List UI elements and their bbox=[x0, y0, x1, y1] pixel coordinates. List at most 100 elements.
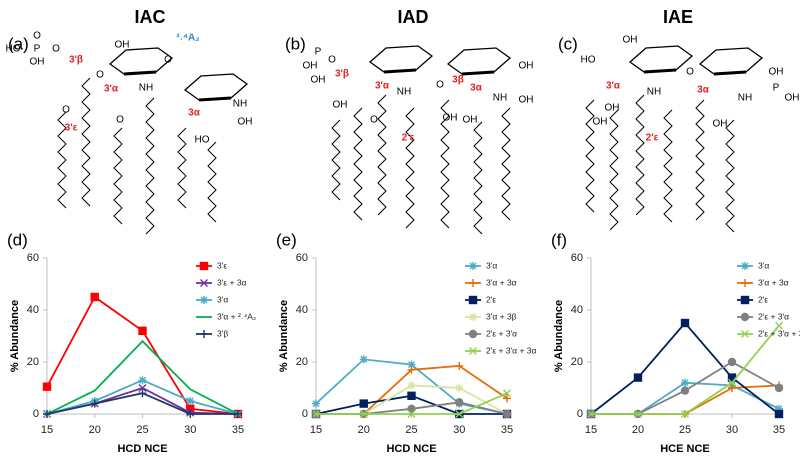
y-tick-label: 0 bbox=[33, 408, 39, 420]
legend-label: 2'ε + 3'α + 3α bbox=[758, 328, 800, 338]
ring-bond bbox=[123, 70, 157, 76]
atom-label: 3β bbox=[452, 75, 464, 86]
acyl-chain bbox=[585, 99, 595, 213]
legend-label: 3'α + ²˒⁴A₂ bbox=[217, 311, 256, 321]
atom-label: OH bbox=[30, 57, 45, 68]
point-marker bbox=[312, 399, 320, 408]
atom-label: O bbox=[33, 31, 41, 42]
series-line bbox=[591, 325, 780, 415]
x-tick-label: 35 bbox=[773, 424, 785, 436]
point-marker bbox=[234, 410, 242, 418]
structure-title: IAD bbox=[398, 7, 429, 27]
atom-label: P bbox=[773, 83, 780, 94]
panel-letter: (b) bbox=[285, 34, 306, 53]
atom-label: O bbox=[436, 80, 444, 91]
x-tick-label: 20 bbox=[358, 424, 370, 436]
point-marker bbox=[681, 410, 689, 418]
atom-label: NH bbox=[493, 93, 507, 104]
atom-label: OH bbox=[115, 40, 130, 51]
ring-bond bbox=[198, 96, 232, 102]
point-marker bbox=[680, 386, 690, 395]
x-tick-label: 30 bbox=[453, 424, 465, 436]
acyl-chain bbox=[405, 107, 415, 229]
atom-label: OH bbox=[443, 113, 458, 124]
point-marker bbox=[727, 357, 737, 367]
point-marker bbox=[468, 329, 478, 339]
point-marker bbox=[200, 296, 208, 304]
point-marker bbox=[407, 365, 416, 374]
x-tick-label: 35 bbox=[501, 424, 513, 436]
atom-label: 3α bbox=[697, 85, 710, 96]
x-tick-label: 15 bbox=[585, 424, 597, 436]
y-axis-title: % Abundance bbox=[9, 300, 21, 372]
legend-label: 2'ε bbox=[486, 294, 496, 304]
atom-label: OH bbox=[333, 100, 348, 111]
point-marker bbox=[200, 330, 208, 338]
atom-label: NH bbox=[139, 83, 153, 94]
legend-label: 3'α + 3α bbox=[486, 277, 517, 287]
atom-label: OH bbox=[463, 115, 478, 126]
structure-title: IAE bbox=[663, 7, 693, 27]
acyl-chain bbox=[501, 107, 511, 221]
atom-label: NH bbox=[647, 87, 661, 98]
atom-label: OH bbox=[785, 93, 800, 104]
point-marker bbox=[90, 292, 99, 302]
atom-label: O bbox=[370, 115, 378, 126]
point-marker bbox=[186, 397, 195, 405]
atom-label: 3'β bbox=[69, 55, 83, 66]
legend-label: 3'α bbox=[217, 294, 228, 304]
point-marker bbox=[186, 410, 195, 418]
y-tick-label: 20 bbox=[27, 356, 39, 368]
point-marker bbox=[407, 391, 416, 400]
acyl-chain bbox=[207, 141, 217, 223]
point-marker bbox=[407, 404, 416, 413]
point-marker bbox=[503, 389, 511, 398]
atom-label: O bbox=[686, 67, 694, 78]
point-marker bbox=[741, 262, 749, 270]
structure-title: IAC bbox=[135, 7, 166, 27]
acyl-chain bbox=[113, 127, 123, 225]
point-marker bbox=[138, 376, 147, 385]
legend-label: 2'ε + 3'α bbox=[486, 328, 517, 338]
atom-label: O bbox=[328, 55, 336, 66]
legend-label: 3'α + 3β bbox=[486, 311, 517, 321]
point-marker bbox=[502, 409, 512, 419]
atom-label: P bbox=[34, 44, 41, 55]
point-marker bbox=[741, 279, 749, 287]
acyl-chain bbox=[695, 99, 705, 221]
atom-label: 3'β bbox=[335, 69, 349, 80]
acyl-chain bbox=[177, 127, 187, 209]
x-axis-title: HCD NCE bbox=[386, 443, 436, 455]
atom-label: OH bbox=[311, 75, 326, 86]
legend-label: 2'ε bbox=[758, 294, 768, 304]
panel-letter: (f) bbox=[551, 230, 567, 249]
atom-label: 2'ε bbox=[402, 133, 415, 144]
ring-bond bbox=[713, 70, 747, 76]
legend-label: 3'ε bbox=[217, 260, 227, 270]
acyl-chain bbox=[440, 99, 450, 229]
acyl-chain bbox=[145, 97, 155, 235]
y-tick-label: 20 bbox=[296, 356, 308, 368]
ring-bond bbox=[383, 68, 417, 74]
y-tick-label: 40 bbox=[296, 304, 308, 316]
point-marker bbox=[633, 373, 643, 382]
point-marker bbox=[407, 381, 416, 390]
point-marker bbox=[740, 312, 750, 322]
acyl-chain bbox=[57, 111, 67, 209]
sugar-ring bbox=[183, 73, 249, 101]
x-tick-label: 20 bbox=[89, 424, 101, 436]
atom-label: OH bbox=[519, 95, 534, 106]
atom-label: 3'α bbox=[606, 81, 621, 92]
atom-label: 3'α bbox=[375, 81, 390, 92]
atom-label: HO bbox=[581, 55, 596, 66]
ring-bond bbox=[461, 70, 495, 76]
atom-label: O bbox=[96, 70, 104, 81]
point-marker bbox=[407, 410, 416, 418]
x-tick-label: 15 bbox=[310, 424, 322, 436]
point-marker bbox=[469, 262, 477, 270]
legend-label: 2'ε + 3'α + 3α bbox=[486, 345, 537, 355]
ring-bond bbox=[643, 68, 677, 74]
legend-label: 3'α bbox=[758, 260, 769, 270]
legend-label: 3'α + 3α bbox=[758, 277, 789, 287]
point-marker bbox=[455, 398, 464, 407]
